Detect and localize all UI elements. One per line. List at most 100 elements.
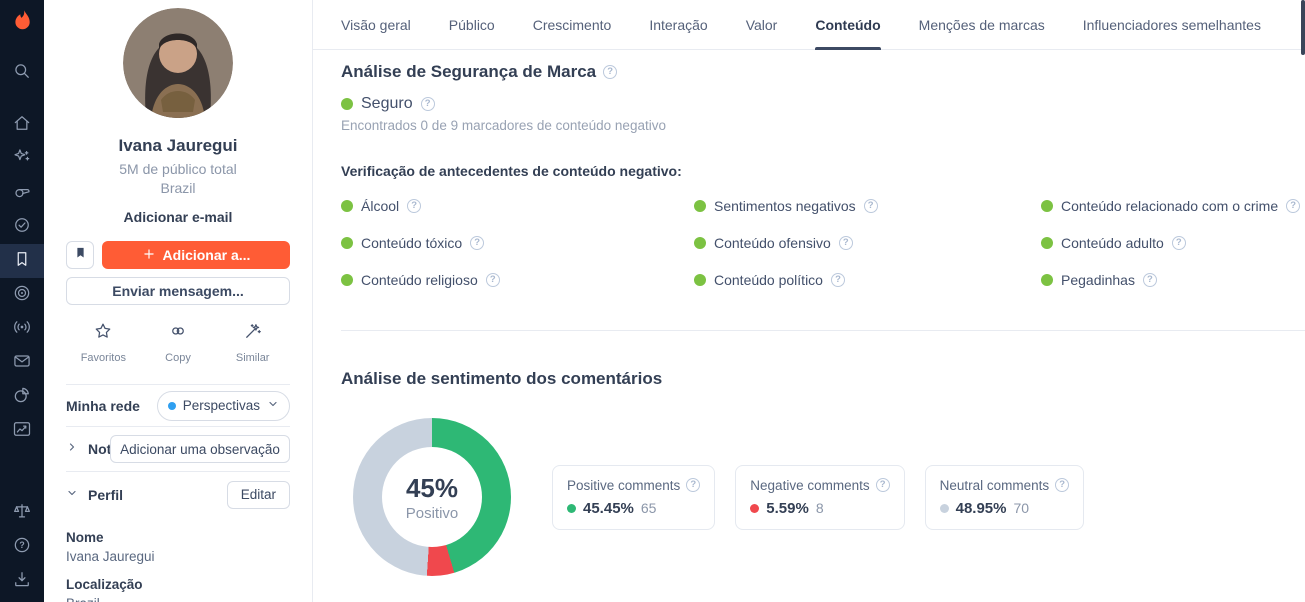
help-icon[interactable]: ? [485,273,500,287]
help-icon[interactable]: ? [407,199,422,213]
help-icon[interactable]: ? [830,273,845,287]
tab-interacao[interactable]: Interação [649,17,708,33]
tab-conteudo[interactable]: Conteúdo [815,0,882,50]
profile-section-label: Perfil [88,486,124,503]
sentiment-card-dot [939,503,949,513]
copy-action[interactable]: Copy [141,321,216,364]
network-dropdown[interactable]: Perspectivas [156,390,290,421]
rail-trends[interactable] [0,414,44,448]
sentiment-card-dot [750,503,760,513]
tab-crescimento[interactable]: Crescimento [532,17,612,33]
help-icon[interactable]: ? [420,97,435,111]
checklist-item: Conteúdo religioso? [341,272,694,288]
rail-export[interactable] [0,564,44,598]
bookmark-button[interactable] [66,241,94,269]
checklist-item: Conteúdo político? [694,272,1041,288]
checklist-item-label: Álcool [361,198,400,214]
checklist-item-label: Conteúdo ofensivo [714,235,831,251]
rail-search[interactable] [0,56,44,90]
help-icon[interactable]: ? [1171,236,1186,250]
checklist-item-label: Conteúdo tóxico [361,235,463,251]
scales-icon [12,501,32,526]
trend-chart-icon [12,419,32,444]
checklist-grid: Álcool? Sentimentos negativos? Conteúdo … [341,198,1305,288]
tab-visao-geral[interactable]: Visão geral [341,17,411,33]
help-icon[interactable]: ? [875,478,890,492]
ai-sparkles-icon [12,147,32,172]
checklist-title: Verificação de antecedentes de conteúdo … [341,163,682,179]
signal-icon [12,317,32,342]
tab-valor[interactable]: Valor [745,17,778,33]
tab-bar: Visão geral Público Crescimento Interaçã… [313,0,1305,50]
checklist-item-label: Sentimentos negativos [714,198,856,214]
favorites-action[interactable]: Favoritos [66,321,141,364]
rail-ai[interactable] [0,142,44,176]
rail-compare[interactable] [0,496,44,530]
copy-label: Copy [165,352,191,364]
safe-marker-dot [341,237,353,249]
whistle-icon [12,181,32,206]
svg-text:?: ? [19,540,24,550]
help-icon[interactable]: ? [686,478,701,492]
help-icon[interactable]: ? [470,236,485,250]
add-email-link[interactable]: Adicionar e-mail [123,209,233,225]
plus-icon [142,247,156,264]
card-percent: 48.95% [955,499,1007,517]
card-title-label: Negative comments [750,477,870,493]
help-icon[interactable]: ? [1142,273,1157,287]
brand-safety-title: Análise de Segurança de Marca [341,62,597,81]
checklist-item: Conteúdo relacionado com o crime? [1041,198,1305,214]
add-note-button[interactable]: Adicionar uma observação [110,435,290,463]
rail-help[interactable]: ? [0,530,44,564]
flame-logo-icon [9,8,35,39]
help-icon[interactable]: ? [1286,199,1301,213]
rail-bookmarks[interactable] [0,244,44,278]
rail-tracker[interactable] [0,210,44,244]
donut-percent: 45% [405,472,459,503]
checklist-item-label: Conteúdo político [714,272,823,288]
profile-section-expander[interactable] [66,486,78,504]
rail-discovery[interactable] [0,278,44,312]
note-expander[interactable] [66,440,78,458]
profile-country: Brazil [160,180,196,196]
home-icon [12,113,32,138]
bookmark-icon [12,249,32,274]
wand-icon [243,321,263,346]
send-message-button[interactable]: Enviar mensagem... [66,277,290,305]
help-icon[interactable]: ? [603,65,618,79]
checklist-item-label: Conteúdo relacionado com o crime [1061,198,1279,214]
edit-button[interactable]: Editar [226,480,290,509]
scrollbar-thumb[interactable] [1301,0,1305,55]
similar-action[interactable]: Similar [215,321,290,364]
safe-marker-dot [694,237,706,249]
rail-messages[interactable] [0,346,44,380]
card-count: 70 [1013,500,1030,516]
tab-influenciadores[interactable]: Influenciadores semelhantes [1082,17,1261,33]
my-network-label: Minha rede [66,397,140,414]
rail-signal[interactable] [0,312,44,346]
checklist-item: Conteúdo tóxico? [341,235,694,251]
rail-reports[interactable] [0,380,44,414]
checklist-item-label: Conteúdo adulto [1061,235,1164,251]
help-icon[interactable]: ? [1055,478,1070,492]
safe-status-label: Seguro [361,95,413,112]
tab-mencoes[interactable]: Menções de marcas [918,17,1045,33]
rail-home[interactable] [0,108,44,142]
positive-comments-card: Positive comments? 45.45% 65 [552,464,716,530]
checklist-item-label: Conteúdo religioso [361,272,478,288]
chevron-down-icon [267,397,279,415]
app-logo[interactable] [0,0,44,46]
help-icon[interactable]: ? [838,236,853,250]
negative-comments-card: Negative comments? 5.59% 8 [735,464,905,530]
sentiment-donut: 45% Positivo [353,418,511,576]
tab-publico[interactable]: Público [448,17,495,33]
add-to-button[interactable]: Adicionar a... [102,241,290,269]
field-location-label: Localização [66,577,143,592]
help-icon[interactable]: ? [863,199,878,213]
rail-whistle[interactable] [0,176,44,210]
checklist-item: Álcool? [341,198,694,214]
profile-name: Ivana Jauregui [118,136,238,155]
card-percent: 45.45% [583,499,634,517]
add-to-label: Adicionar a... [162,247,251,263]
field-location-value: Brazil [66,596,290,602]
